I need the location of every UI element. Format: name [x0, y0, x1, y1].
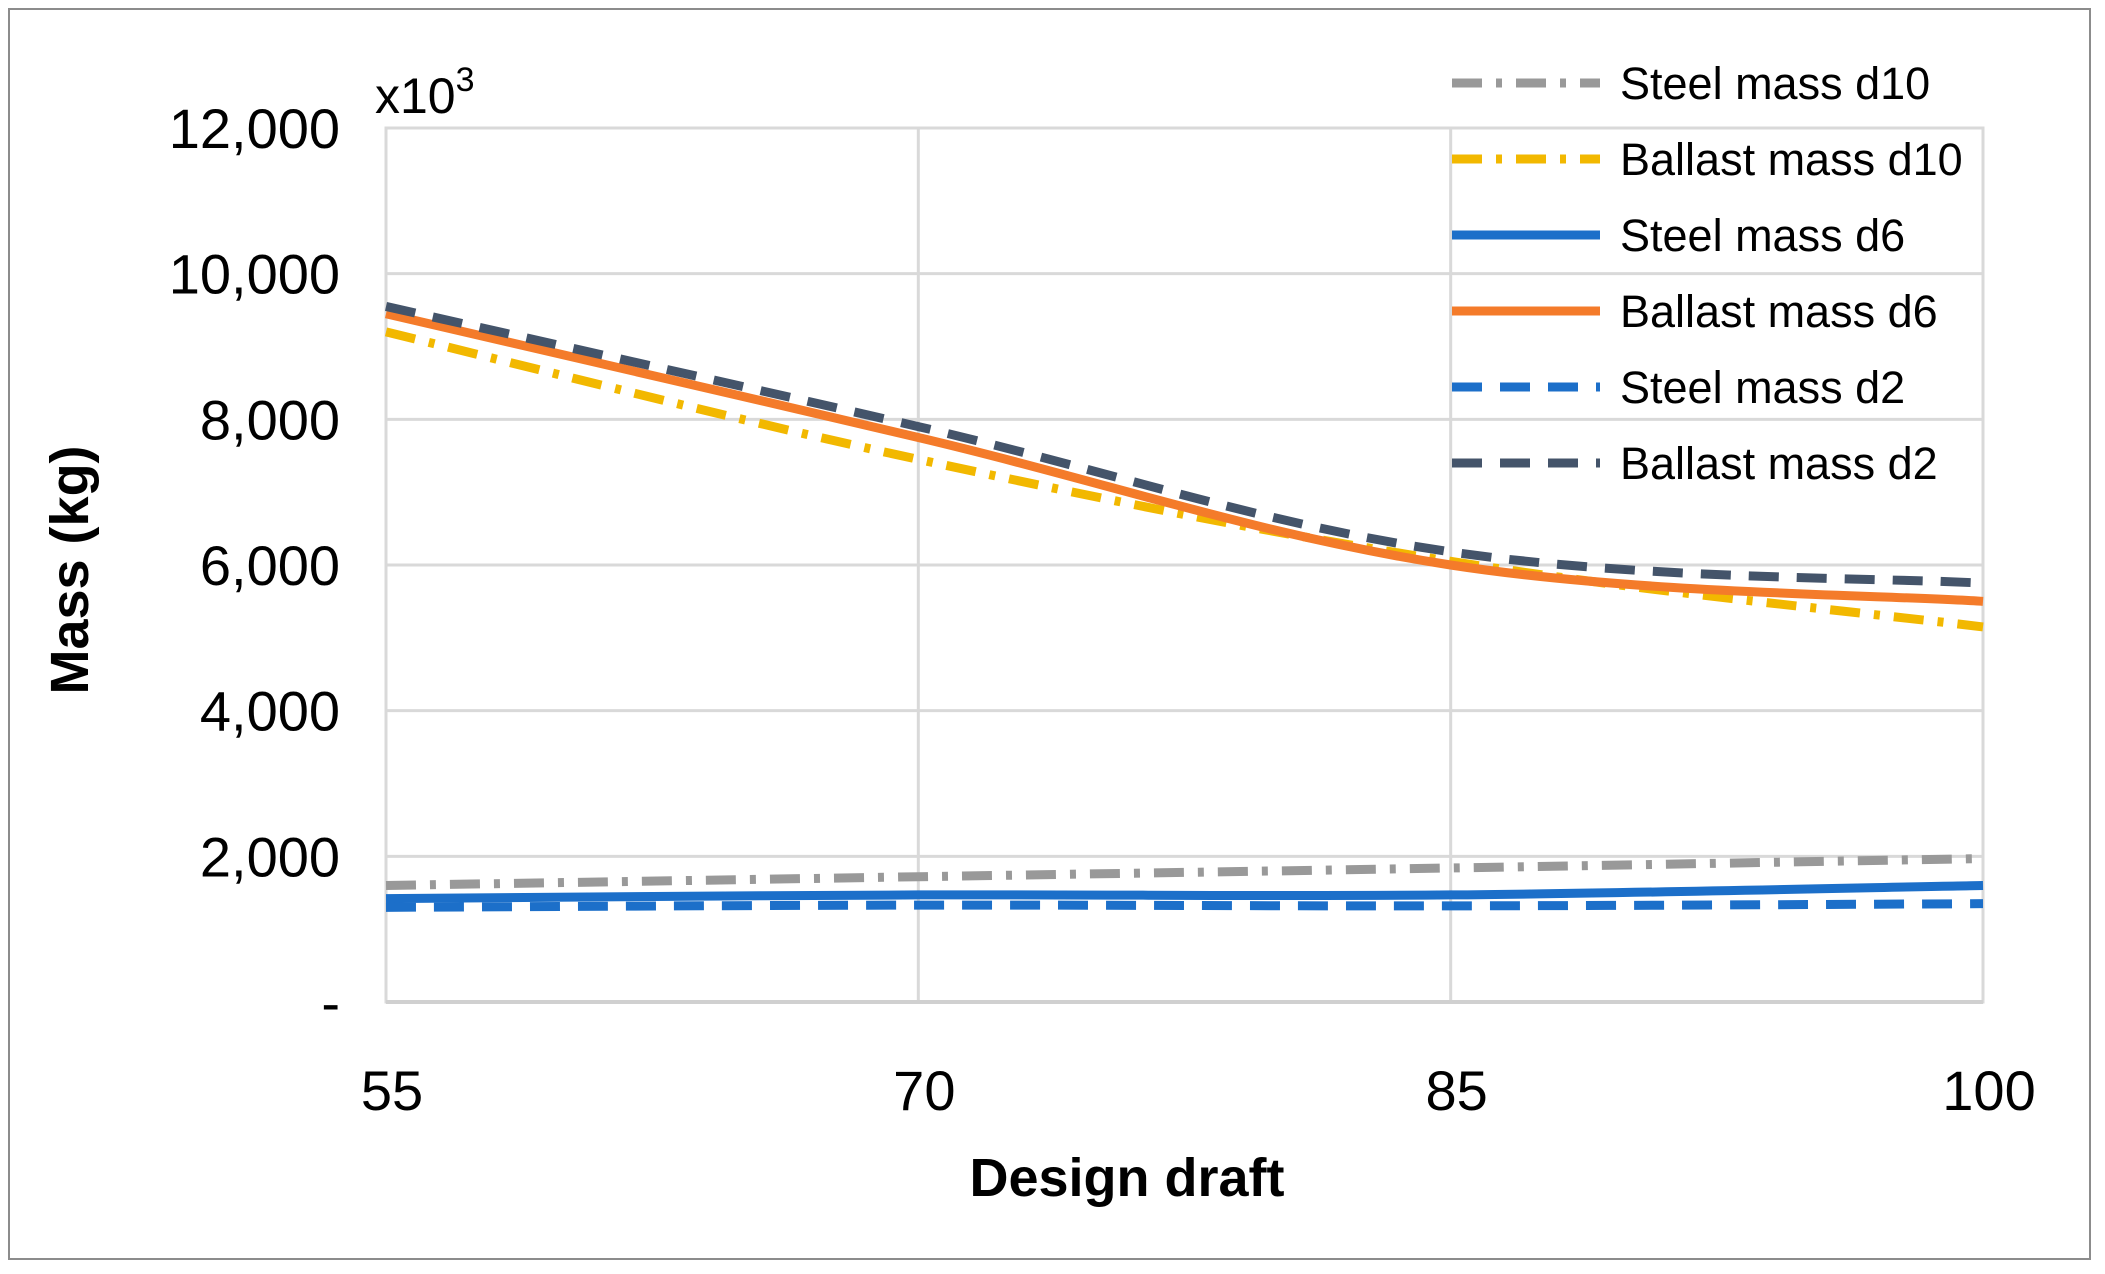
legend-label-steel-mass-d2: Steel mass d2	[1620, 362, 1905, 413]
series-line-ballast-mass-d6	[384, 309, 1984, 606]
y-tick-label-2: 4,000	[200, 680, 340, 743]
y-tick-label-5: 10,000	[169, 243, 340, 306]
y-tick-label-1: 2,000	[200, 825, 340, 888]
series-lines	[384, 302, 1984, 912]
legend-label-ballast-mass-d2: Ballast mass d2	[1620, 438, 1938, 489]
x-tick-label-3: 100	[1942, 1059, 2035, 1122]
legend-label-steel-mass-d10: Steel mass d10	[1620, 58, 1930, 109]
series-line-steel-mass-d2	[385, 899, 1984, 912]
y-tick-label-4: 8,000	[200, 388, 340, 451]
x-tick-label-1: 70	[893, 1059, 955, 1122]
series-line-steel-mass-d6	[385, 880, 1984, 904]
x-tick-label-2: 85	[1426, 1059, 1488, 1122]
y-multiplier-label: x103	[375, 61, 475, 124]
legend-label-ballast-mass-d10: Ballast mass d10	[1620, 134, 1963, 185]
legend-label-steel-mass-d6: Steel mass d6	[1620, 210, 1905, 261]
series-line-steel-mass-d10	[385, 854, 1984, 890]
y-multiplier-exponent: 3	[456, 61, 475, 99]
x-tick-label-0: 55	[361, 1059, 423, 1122]
x-axis-tick-labels: 55 70 85 100	[361, 1059, 2036, 1122]
y-tick-label-6: 12,000	[169, 97, 340, 160]
x-axis-title: Design draft	[969, 1148, 1284, 1208]
plot-area-border	[384, 126, 1985, 1004]
chart-frame	[8, 8, 2091, 1260]
y-tick-label-0: -	[321, 971, 340, 1034]
legend: Steel mass d10 Ballast mass d10 Steel mass…	[1452, 58, 1963, 489]
y-axis-tick-labels: - 2,000 4,000 6,000 8,000 10,000 12,000	[169, 97, 340, 1034]
legend-label-ballast-mass-d6: Ballast mass d6	[1620, 286, 1938, 337]
y-tick-label-3: 6,000	[200, 534, 340, 597]
y-axis-title: Mass (kg)	[40, 445, 100, 694]
series-line-ballast-mass-d2	[385, 302, 1984, 588]
series-line-ballast-mass-d10	[384, 327, 1984, 632]
